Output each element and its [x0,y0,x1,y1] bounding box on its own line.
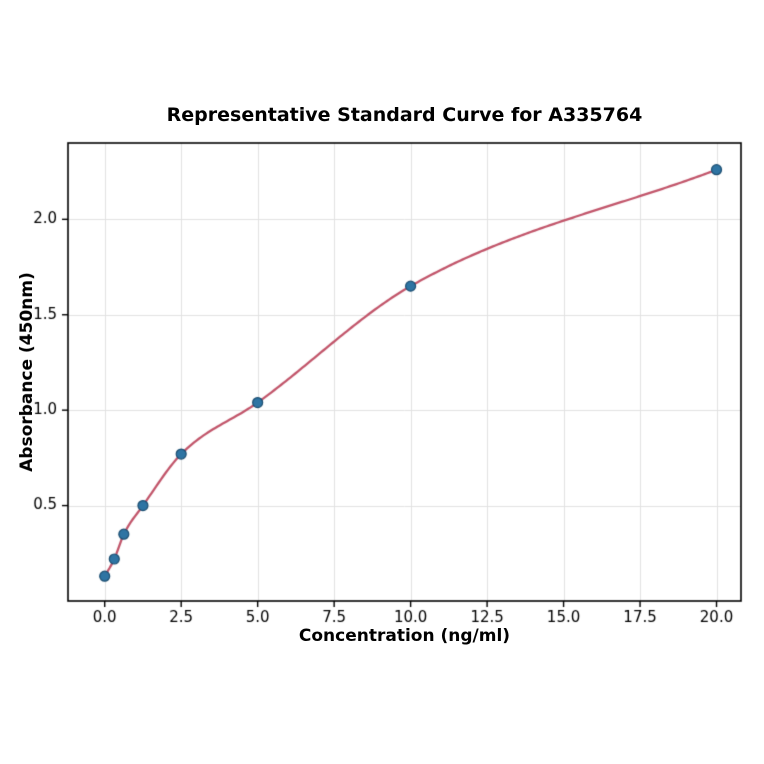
y-axis-label: Absorbance (450nm) [17,272,37,472]
x-axis-label: Concentration (ng/ml) [298,626,511,646]
chart-title: Representative Standard Curve for A33576… [166,104,643,126]
